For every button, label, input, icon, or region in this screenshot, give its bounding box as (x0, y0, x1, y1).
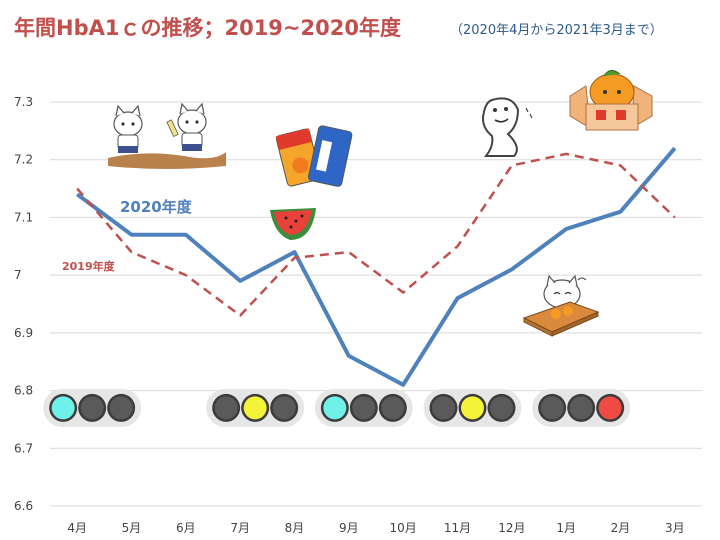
lamp-off (272, 396, 296, 420)
lamp-off (432, 396, 455, 420)
chart-subtitle: （2020年4月から2021年3月まで） (450, 23, 663, 38)
lamp-off (352, 396, 376, 420)
mandarin-box-icon (569, 70, 653, 131)
chart-title: 年間HbA1ｃの推移；2019~2020年度 (14, 16, 401, 40)
traffic-light (43, 388, 142, 427)
ghost-icon (482, 97, 533, 157)
lamp-off (214, 396, 238, 420)
lamp-off (109, 396, 133, 420)
series-line (76, 152, 676, 317)
x-axis-ticks: 4月 5月 6月 7月 8月 9月 10月 11月 12月 1月 2月 3月 (67, 521, 684, 535)
lamp-red (598, 396, 622, 420)
y-tick-label: 7 (14, 268, 22, 282)
x-tick-label: 2月 (611, 521, 631, 535)
lamp-yellow (243, 396, 267, 420)
x-tick-label: 1月 (556, 521, 576, 535)
x-tick-label: 9月 (339, 521, 359, 535)
y-tick-label: 6.7 (14, 441, 33, 455)
title-row: 年間HbA1ｃの推移；2019~2020年度 （2020年4月から2021年3月… (14, 12, 714, 46)
lamp-off (540, 396, 564, 420)
x-tick-label: 6月 (176, 521, 196, 535)
lamp-off (381, 396, 405, 420)
y-tick-label: 7.2 (14, 153, 33, 167)
series-line (76, 146, 677, 387)
lamp-yellow (461, 396, 484, 420)
lamp-cyan (51, 396, 75, 420)
traffic-light (206, 388, 305, 427)
running-cats-icon (108, 102, 226, 169)
x-tick-label: 11月 (444, 521, 471, 535)
series-label: 2020年度 (120, 198, 193, 216)
kotatsu-cat-icon (522, 274, 600, 337)
lamp-off (490, 396, 513, 420)
x-tick-label: 7月 (230, 521, 250, 535)
y-tick-label: 6.6 (14, 499, 33, 513)
x-tick-label: 10月 (390, 521, 417, 535)
x-tick-label: 12月 (498, 521, 525, 535)
traffic-light (314, 388, 413, 427)
lamp-off (569, 396, 593, 420)
series-lines: 2020年度 2019年度 (62, 146, 677, 387)
series-label: 2019年度 (62, 259, 116, 273)
y-tick-label: 6.8 (14, 384, 33, 398)
x-tick-label: 3月 (665, 521, 685, 535)
y-tick-label: 7.3 (14, 95, 33, 109)
traffic-lights (43, 388, 631, 427)
x-tick-label: 4月 (67, 521, 87, 535)
y-tick-label: 6.9 (14, 326, 33, 340)
lamp-off (80, 396, 104, 420)
lamp-cyan (323, 396, 347, 420)
traffic-light (423, 388, 522, 427)
x-tick-label: 5月 (122, 521, 142, 535)
y-axis-ticks: 6.6 6.7 6.8 6.9 7 7.1 7.2 7.3 (14, 95, 33, 513)
juice-cans-icon (275, 125, 353, 187)
x-tick-label: 8月 (285, 521, 305, 535)
y-tick-label: 7.1 (14, 210, 33, 224)
traffic-light (532, 388, 631, 427)
watermelon-icon (270, 208, 316, 240)
